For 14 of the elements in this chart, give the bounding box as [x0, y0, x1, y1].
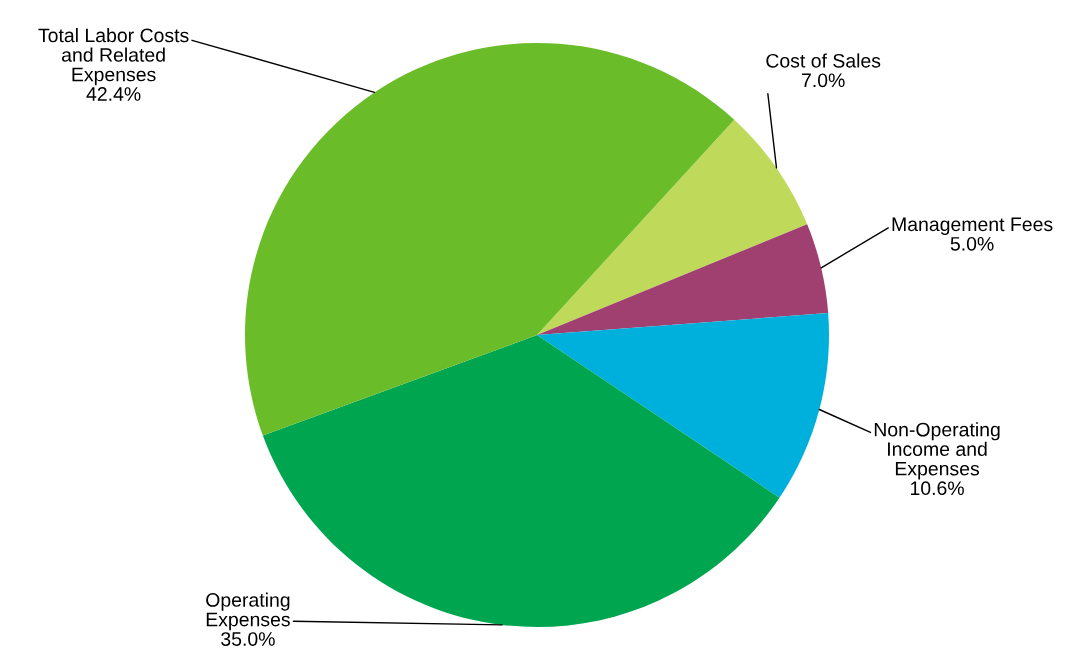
data-label: 42.4% — [86, 87, 141, 101]
data-label: 5.0% — [950, 236, 994, 251]
slice-label: Management Fees — [892, 217, 1053, 236]
slice-label: Total Labor Costs and Related Expenses — [38, 27, 189, 86]
data-label: 7.0% — [802, 73, 845, 88]
pie-slice — [245, 43, 735, 436]
pie-slice — [537, 224, 829, 335]
slice-label: Non-Operating Income and Expenses — [874, 422, 1000, 480]
data-label: 10.6% — [910, 481, 964, 496]
data-label: 35.0% — [221, 632, 275, 646]
slice-label: Cost of Sales — [766, 53, 881, 68]
slice-label: Operating Expenses — [206, 592, 290, 631]
pie-slice — [537, 313, 829, 498]
pie-slice — [537, 119, 808, 335]
